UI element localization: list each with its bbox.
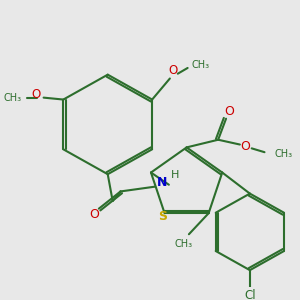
- Text: CH₃: CH₃: [4, 93, 22, 103]
- Text: O: O: [89, 208, 99, 221]
- Text: CH₃: CH₃: [192, 60, 210, 70]
- Text: O: O: [168, 64, 178, 77]
- Text: S: S: [158, 210, 167, 223]
- Text: N: N: [157, 176, 167, 189]
- Text: H: H: [171, 170, 179, 180]
- Text: O: O: [32, 88, 40, 101]
- Text: Cl: Cl: [244, 289, 256, 300]
- Text: CH₃: CH₃: [274, 149, 292, 159]
- Text: O: O: [240, 140, 250, 153]
- Text: O: O: [224, 104, 234, 118]
- Text: CH₃: CH₃: [175, 239, 193, 249]
